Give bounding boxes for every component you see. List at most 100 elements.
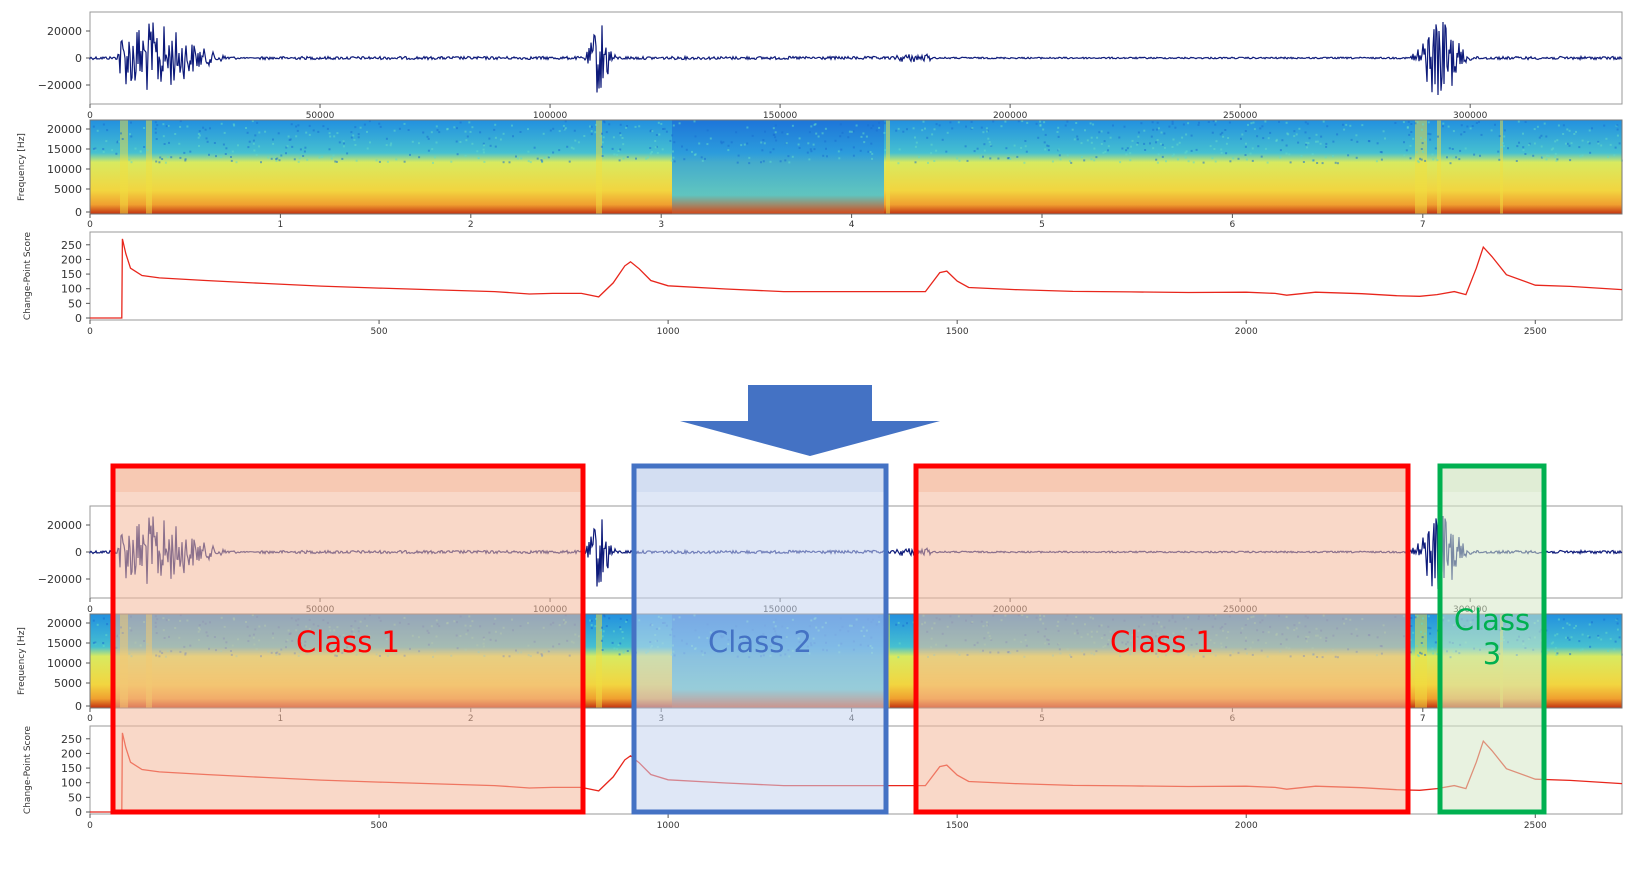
spectrogram-noise-pixel — [1497, 150, 1500, 153]
spectrogram-noise-pixel — [305, 131, 308, 134]
spectrogram-noise-pixel — [878, 121, 881, 124]
spectrogram-noise-pixel — [1436, 159, 1439, 162]
spectrogram-noise-pixel — [1420, 148, 1423, 150]
spectrogram-noise-pixel — [1090, 141, 1093, 144]
spectrogram-noise-pixel — [298, 157, 301, 160]
spectrogram-noise-pixel — [260, 161, 262, 164]
spectrogram-noise-pixel — [102, 642, 105, 644]
spectrogram-noise-pixel — [769, 151, 772, 154]
spectrogram-noise-pixel — [220, 122, 223, 125]
spectrogram-noise-pixel — [375, 159, 378, 162]
spectrogram-noise-pixel — [992, 120, 995, 123]
spectrogram-noise-pixel — [115, 152, 118, 155]
spectrogram-noise-pixel — [335, 160, 338, 163]
spectrogram-noise-pixel — [154, 127, 157, 130]
spectrogram-noise-pixel — [1501, 142, 1504, 145]
spectrogram-noise-pixel — [235, 161, 238, 164]
spectrogram-noise-pixel — [706, 129, 709, 132]
changepoint-y-tick-label: 150 — [61, 268, 82, 281]
spectrogram-noise-pixel — [1171, 120, 1174, 123]
spectrogram-noise-pixel — [1080, 142, 1083, 145]
spectrogram-noise-pixel — [92, 641, 95, 644]
spectrogram-noise-pixel — [215, 155, 217, 158]
spectrogram-noise-pixel — [760, 141, 763, 144]
spectrogram-noise-pixel — [808, 158, 811, 161]
spectrogram-noise-pixel — [276, 157, 279, 160]
spectrogram-noise-pixel — [848, 130, 851, 133]
spectrogram-noise-pixel — [106, 623, 109, 626]
spectrogram-noise-pixel — [915, 141, 918, 144]
spectrogram-noise-pixel — [494, 145, 497, 148]
class-segments: Class 1 Class 2 Class 1 Class 3 — [110, 463, 1547, 815]
waveform-y-tick-label: 20000 — [47, 519, 82, 532]
spectrogram-noise-pixel — [621, 631, 624, 633]
spectrogram-noise-pixel — [527, 160, 530, 163]
spectrogram-noise-pixel — [1279, 156, 1282, 159]
spectrogram-event-streak — [146, 120, 152, 214]
spectrogram-noise-pixel — [611, 147, 614, 150]
spectrogram-noise-pixel — [427, 137, 430, 140]
spectrogram-noise-pixel — [957, 121, 960, 124]
spectrogram-noise-pixel — [626, 125, 628, 127]
spectrogram-noise-pixel — [1447, 125, 1450, 128]
spectrogram-noise-pixel — [590, 627, 593, 630]
spectrogram-noise-pixel — [558, 149, 561, 152]
spectrogram-noise-pixel — [1118, 136, 1121, 139]
spectrogram-noise-pixel — [1597, 636, 1600, 639]
changepoint-x-tick-label: 1000 — [657, 327, 680, 337]
spectrogram-noise-pixel — [1420, 622, 1423, 625]
spectrogram-noise-pixel — [1394, 122, 1397, 124]
waveform-x-tick-label: 250000 — [1223, 111, 1258, 121]
spectrogram-noise-pixel — [1613, 648, 1616, 651]
spectrogram-noise-pixel — [233, 124, 236, 127]
spectrogram-noise-pixel — [166, 156, 169, 158]
class-segment-label: Class 1 — [1110, 625, 1214, 659]
spectrogram-noise-pixel — [386, 160, 389, 163]
spectrogram-noise-pixel — [976, 147, 979, 150]
spectrogram-y-tick-label: 15000 — [47, 143, 82, 156]
spectrogram-noise-pixel — [1289, 161, 1292, 164]
spectrogram-noise-pixel — [1043, 121, 1046, 124]
spectrogram-noise-pixel — [1275, 138, 1278, 141]
spectrogram-noise-pixel — [989, 157, 992, 160]
changepoint-x-tick-label: 2500 — [1524, 327, 1547, 337]
spectrogram-noise-pixel — [1227, 137, 1230, 139]
spectrogram-noise-pixel — [502, 132, 505, 135]
spectrogram-noise-pixel — [1355, 134, 1358, 137]
spectrogram-noise-pixel — [1171, 122, 1174, 125]
spectrogram-noise-pixel — [1076, 135, 1079, 138]
spectrogram-noise-pixel — [1264, 120, 1267, 123]
spectrogram-noise-pixel — [1448, 147, 1451, 150]
spectrogram-noise-pixel — [774, 136, 777, 139]
waveform-y-tick-label: 0 — [75, 52, 82, 65]
spectrogram-noise-pixel — [308, 133, 311, 136]
spectrogram-noise-pixel — [594, 625, 597, 628]
spectrogram-noise-pixel — [574, 139, 577, 142]
spectrogram-noise-pixel — [273, 156, 276, 159]
spectrogram-noise-pixel — [837, 150, 840, 153]
spectrogram-noise-pixel — [197, 133, 200, 135]
spectrogram-noise-pixel — [1589, 645, 1592, 648]
spectrogram-noise-pixel — [1498, 135, 1501, 138]
spectrogram-noise-pixel — [1471, 125, 1474, 127]
spectrogram-noise-pixel — [297, 124, 300, 127]
spectrogram-noise-pixel — [611, 641, 614, 644]
spectrogram-noise-pixel — [1211, 131, 1214, 134]
spectrogram-noise-pixel — [840, 148, 843, 151]
spectrogram-noise-pixel — [343, 142, 345, 145]
spectrogram-noise-pixel — [608, 123, 611, 126]
spectrogram-noise-pixel — [1307, 142, 1310, 145]
spectrogram-noise-pixel — [595, 617, 598, 620]
spectrogram-noise-pixel — [761, 149, 764, 152]
changepoint-y-tick-label: 250 — [61, 239, 82, 252]
spectrogram-noise-pixel — [672, 150, 674, 153]
spectrogram-noise-pixel — [438, 131, 441, 134]
spectrogram-noise-pixel — [683, 158, 686, 161]
spectrogram-noise-pixel — [1581, 633, 1584, 636]
spectrogram-noise-pixel — [1304, 121, 1307, 124]
spectrogram-noise-pixel — [1260, 155, 1263, 158]
spectrogram-y-tick-label: 10000 — [47, 163, 82, 176]
spectrogram-noise-pixel — [208, 153, 210, 156]
spectrogram-noise-pixel — [1163, 146, 1166, 149]
